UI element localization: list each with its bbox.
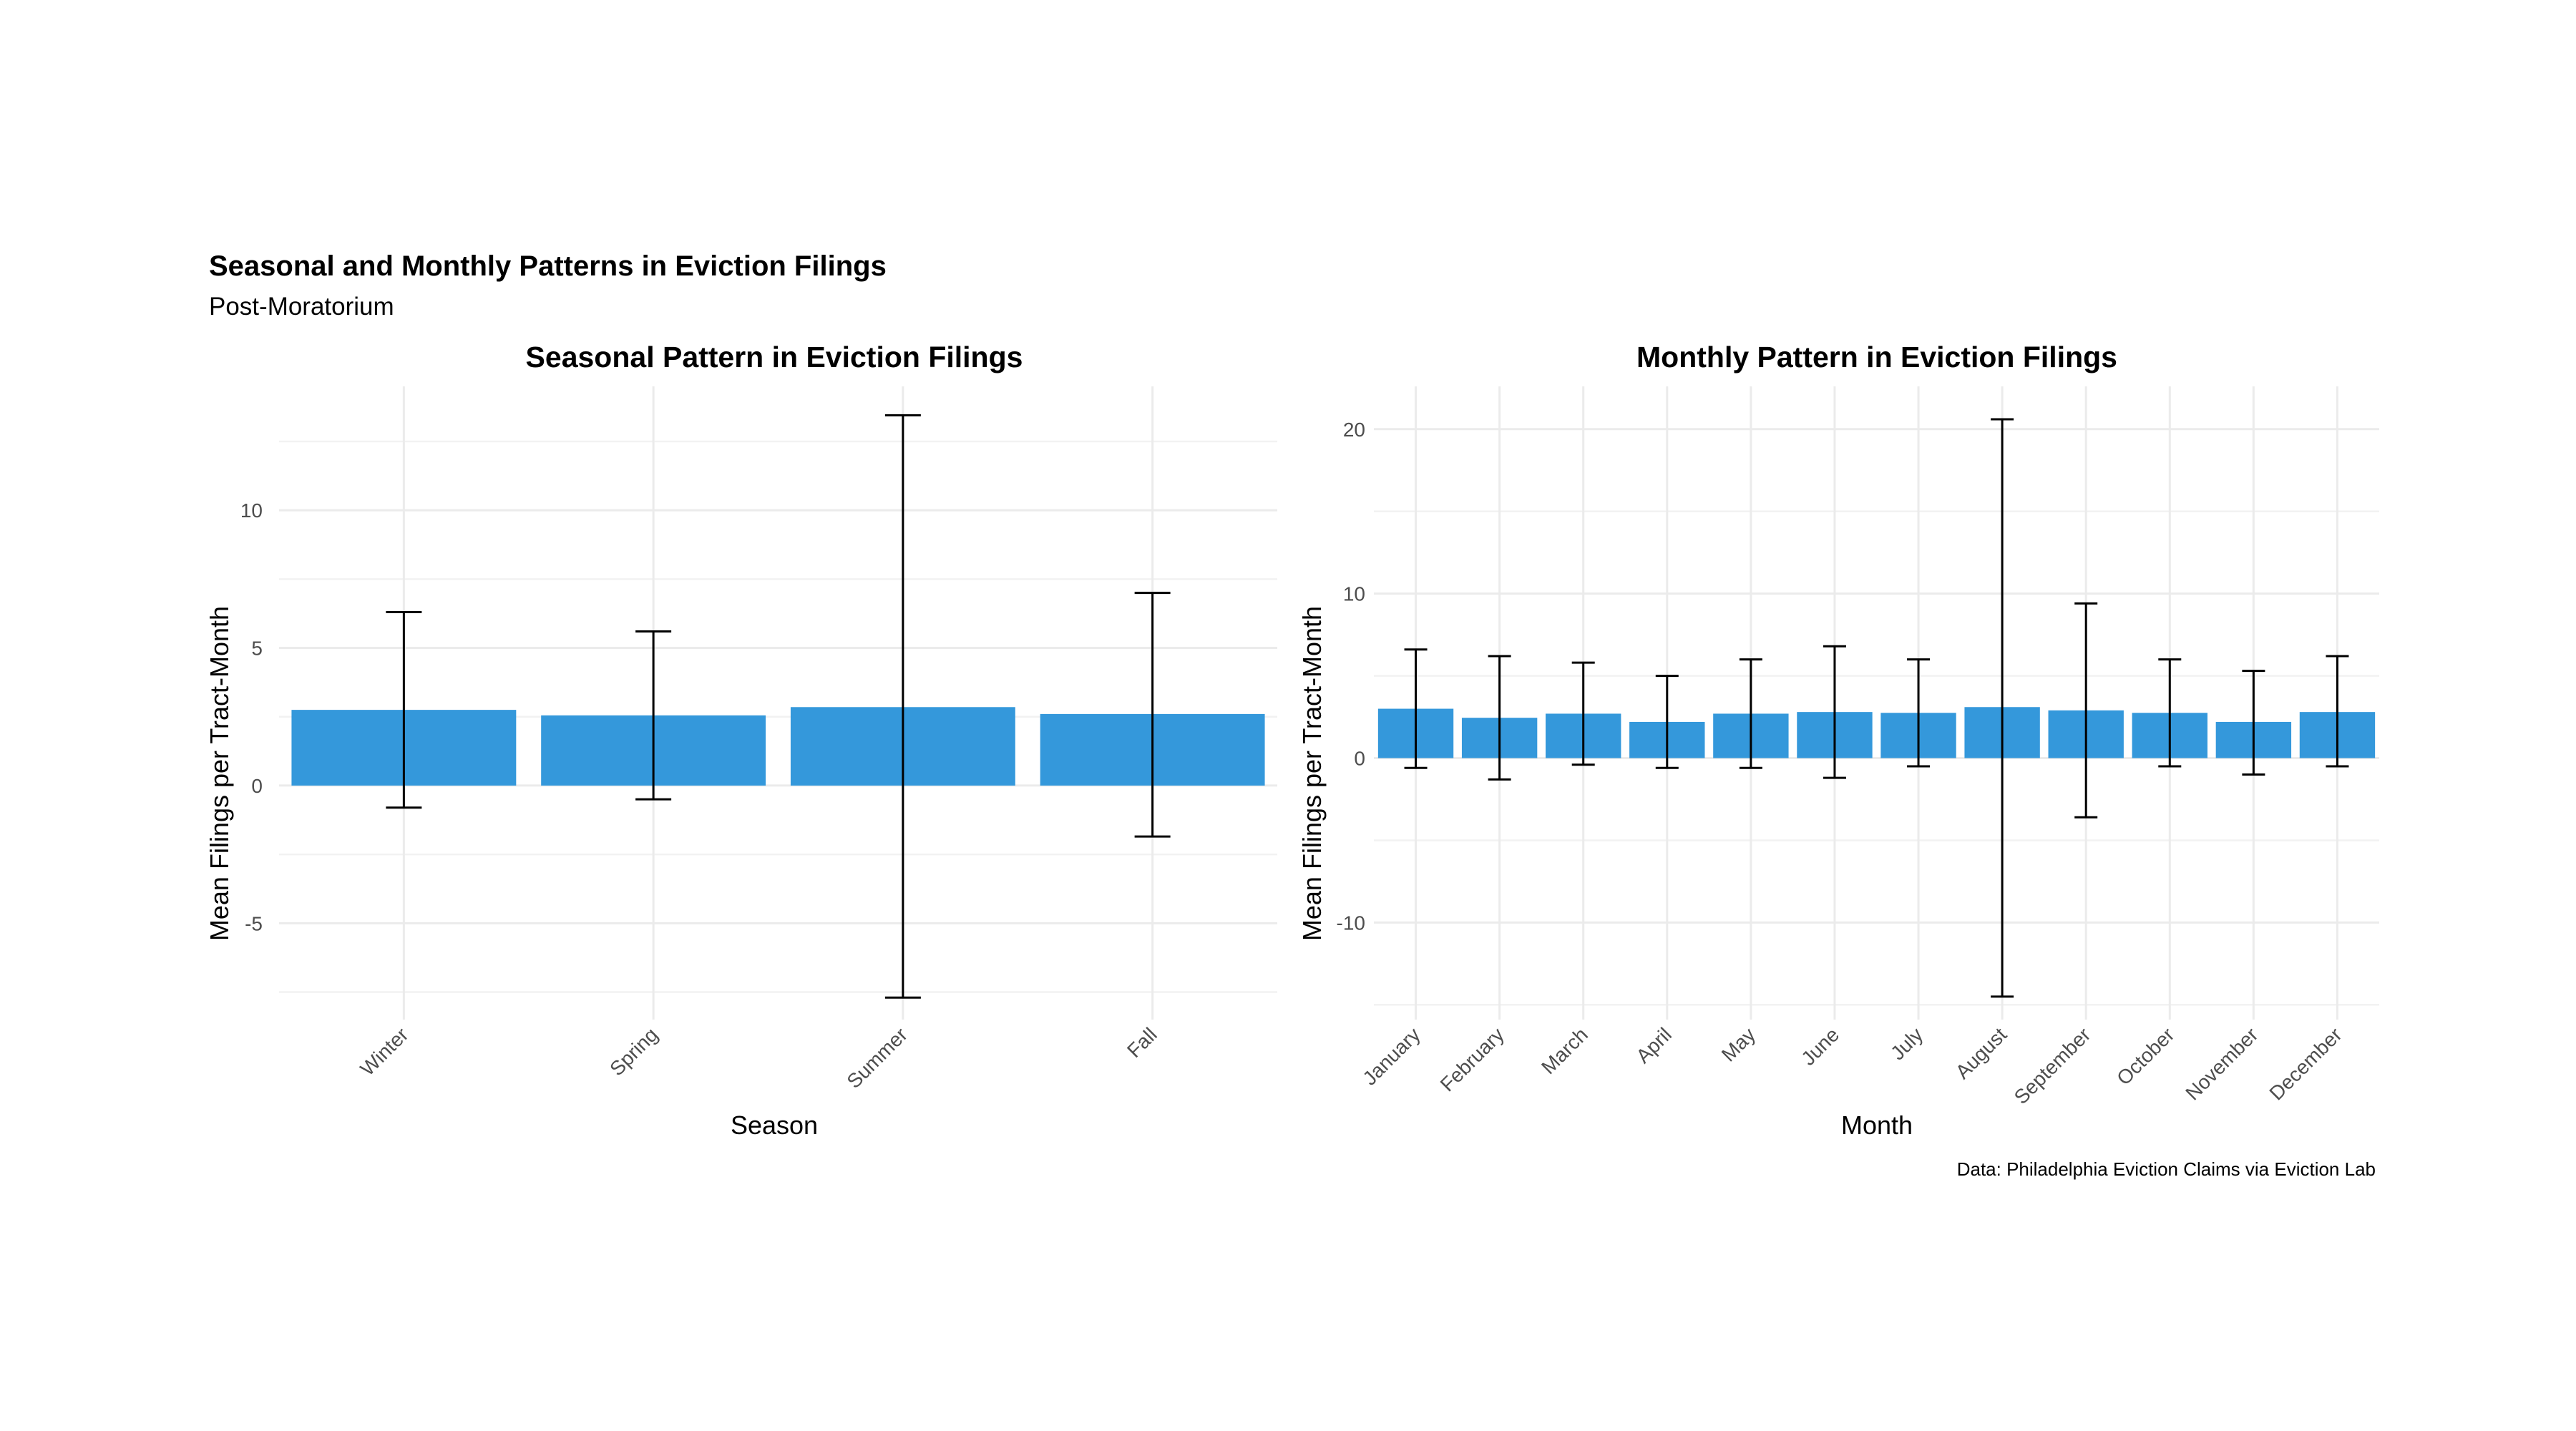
monthly-error-bar-october bbox=[2158, 658, 2182, 768]
monthly-chart-error-bars bbox=[1404, 418, 2349, 998]
figure-subtitle: Post-Moratorium bbox=[209, 293, 394, 321]
monthly-chart-title: Monthly Pattern in Eviction Filings bbox=[1636, 341, 2117, 373]
monthly-error-bar-march bbox=[1571, 661, 1595, 766]
seasonal-chart-error-bars bbox=[386, 414, 1171, 999]
seasonal-chart-y-axis-title: Mean Filings per Tract-Month bbox=[205, 606, 234, 941]
seasonal-error-bar-fall bbox=[1134, 592, 1171, 838]
monthly-chart-x-axis-title: Month bbox=[1841, 1110, 1913, 1140]
monthly-error-bar-november bbox=[2242, 670, 2265, 776]
monthly-error-bar-february bbox=[1488, 655, 1511, 781]
seasonal-y-tick-label: -5 bbox=[245, 912, 263, 934]
seasonal-y-tick-label: 0 bbox=[251, 775, 263, 797]
figure-caption: Data: Philadelphia Eviction Claims via E… bbox=[1957, 1158, 2376, 1180]
monthly-error-bar-april bbox=[1655, 675, 1679, 769]
monthly-error-bar-july bbox=[1907, 658, 1931, 768]
figure-title: Seasonal and Monthly Patterns in Evictio… bbox=[209, 250, 887, 282]
monthly-y-tick-label: 10 bbox=[1343, 583, 1365, 605]
seasonal-chart-x-axis-title: Season bbox=[731, 1110, 818, 1140]
monthly-error-bar-december bbox=[2326, 655, 2349, 768]
monthly-chart-y-axis-title: Mean Filings per Tract-Month bbox=[1297, 606, 1327, 941]
seasonal-error-bar-winter bbox=[386, 611, 422, 809]
seasonal-error-bar-spring bbox=[635, 630, 672, 801]
monthly-error-bar-september bbox=[2074, 602, 2098, 819]
seasonal-y-tick-label: 10 bbox=[240, 499, 263, 522]
monthly-y-tick-label: 20 bbox=[1343, 419, 1365, 441]
monthly-y-tick-label: -10 bbox=[1337, 912, 1365, 934]
seasonal-y-tick-label: 5 bbox=[251, 638, 263, 660]
monthly-error-bar-january bbox=[1404, 648, 1428, 769]
monthly-y-tick-label: 0 bbox=[1354, 748, 1365, 770]
monthly-error-bar-may bbox=[1739, 658, 1762, 769]
monthly-error-bar-august bbox=[1991, 418, 2014, 998]
seasonal-chart-y-tick-labels: -5 0 5 10 bbox=[240, 499, 263, 934]
seasonal-chart-title: Seasonal Pattern in Eviction Filings bbox=[526, 341, 1023, 373]
monthly-chart-y-tick-labels: -10 0 10 20 bbox=[1337, 419, 1365, 934]
seasonal-error-bar-summer bbox=[884, 414, 921, 999]
monthly-error-bar-june bbox=[1823, 645, 1846, 779]
